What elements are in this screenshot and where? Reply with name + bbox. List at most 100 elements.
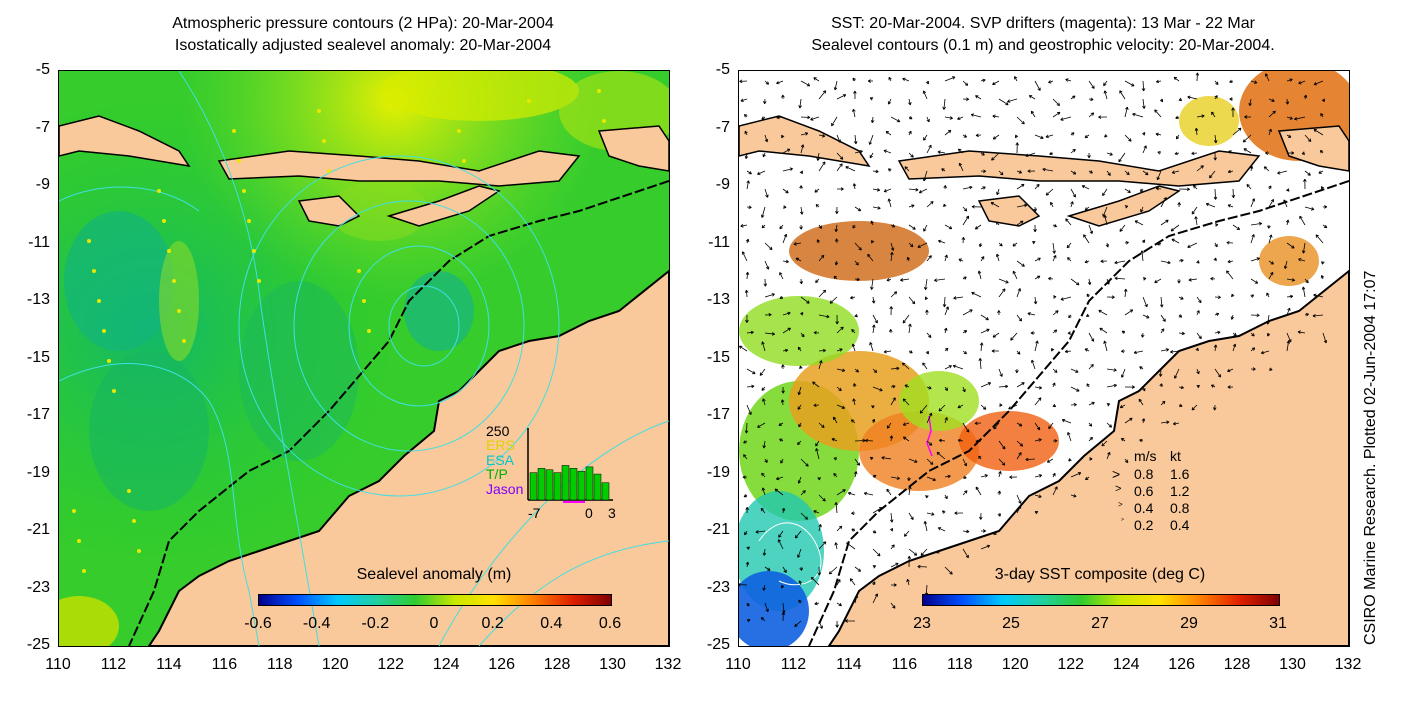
velocity-arrow [776,80,784,85]
histogram-xtick-neg7: -7 [528,505,541,521]
velocity-arrow [1178,258,1184,263]
velocity-arrow [997,490,1002,496]
velocity-arrow [818,524,822,532]
velocity-arrow [957,116,964,120]
velocity-arrow [1157,242,1162,246]
lon-tick-label: 128 [543,656,571,673]
velocity-arrow [818,134,826,138]
velocity-arrow [746,330,754,335]
velocity-arrow [1007,98,1018,103]
velocity-arrow [926,412,933,424]
velocity-arrow [902,77,910,82]
velocity-arrow [741,251,748,262]
velocity-arrow [889,527,894,532]
velocity-arrow [1303,94,1308,100]
velocity-arrow [953,296,964,300]
velocity-arrow [815,448,820,460]
velocity-arrow [1319,150,1324,154]
velocity-arrow [871,296,876,304]
velocity-arrow [1048,80,1054,84]
velocity-arrow [854,458,860,466]
velocity-arrow [936,451,946,460]
velocity-arrow [1124,170,1130,176]
velocity-arrow [902,436,910,442]
velocity-arrow [1016,494,1022,504]
velocity-arrow [1034,340,1039,352]
velocity-arrow [1286,340,1291,352]
velocity-arrow [1263,166,1270,172]
velocity-arrow [795,257,802,262]
velocity-arrow [908,130,912,136]
velocity-arrow [799,566,803,571]
velocity-arrow [872,206,881,210]
velocity-arrow [760,617,766,622]
velocity-arrow [943,203,947,208]
velocity-arrow [926,386,932,390]
velocity-arrow [1226,240,1234,245]
velocity-arrow [744,114,748,118]
velocity-arrow [1124,417,1133,424]
velocity-arrow [904,166,910,172]
velocity-arrow [781,507,786,514]
velocity-arrow [1193,185,1198,190]
velocity-arrow [834,502,839,514]
velocity-arrow [1242,134,1252,143]
histogram-bar [537,468,546,501]
velocity-arrow [1196,165,1204,172]
lon-tick-label: 112 [780,656,807,673]
velocity-arrow [962,97,970,101]
velocity-arrow [781,611,786,622]
velocity-arrow [908,115,913,120]
lat-tick-label: -7 [715,118,730,136]
velocity-arrow [835,314,839,325]
velocity-arrow [844,619,856,623]
vector-legend-header-ms: m/s [1134,448,1157,464]
velocity-arrow [902,314,910,324]
velocity-arrow [872,474,877,479]
velocity-arrow [962,529,970,534]
velocity-arrow [1160,400,1166,406]
velocity-arrow [794,530,802,539]
lon-tick-label: 122 [377,656,405,673]
velocity-arrow [992,332,1000,338]
velocity-arrow [1066,242,1072,249]
left-colorbar-title: Sealevel anomaly (m) [356,566,512,583]
velocity-arrow [962,80,969,86]
lon-tick-label: 126 [1168,656,1195,673]
right-colorbar [922,594,1280,606]
velocity-arrow [1088,97,1094,102]
velocity-arrow [1032,241,1036,245]
velocity-arrow [998,288,1006,298]
velocity-arrow [1106,403,1111,407]
velocity-arrow [1173,76,1180,82]
velocity-arrow [1052,368,1058,373]
velocity-arrow [1178,403,1183,408]
velocity-arrow [872,169,879,174]
velocity-arrow [782,348,789,353]
lon-tick-label: 132 [654,656,682,673]
velocity-arrow [829,296,838,304]
velocity-arrow [943,185,947,190]
velocity-arrow [799,170,803,174]
velocity-arrow [962,475,967,479]
colorbar-tick-label: 0.2 [481,615,504,632]
velocity-arrow [818,620,823,629]
velocity-arrow [1085,313,1090,317]
velocity-arrow [764,458,768,463]
velocity-arrow [743,454,748,460]
velocity-arrow [1177,202,1181,208]
velocity-arrow [936,548,946,554]
velocity-arrow [1174,151,1180,156]
velocity-arrow [1103,80,1108,87]
velocity-arrow [818,224,822,229]
velocity-arrow [1049,151,1054,156]
velocity-arrow [1160,197,1167,208]
velocity-arrow [997,310,1001,316]
velocity-arrow [745,314,749,323]
velocity-arrow [762,152,766,158]
velocity-arrow [952,364,964,370]
velocity-arrow [992,134,1000,140]
velocity-arrow [1214,330,1221,335]
velocity-arrow [817,566,822,576]
velocity-arrow [908,458,918,463]
